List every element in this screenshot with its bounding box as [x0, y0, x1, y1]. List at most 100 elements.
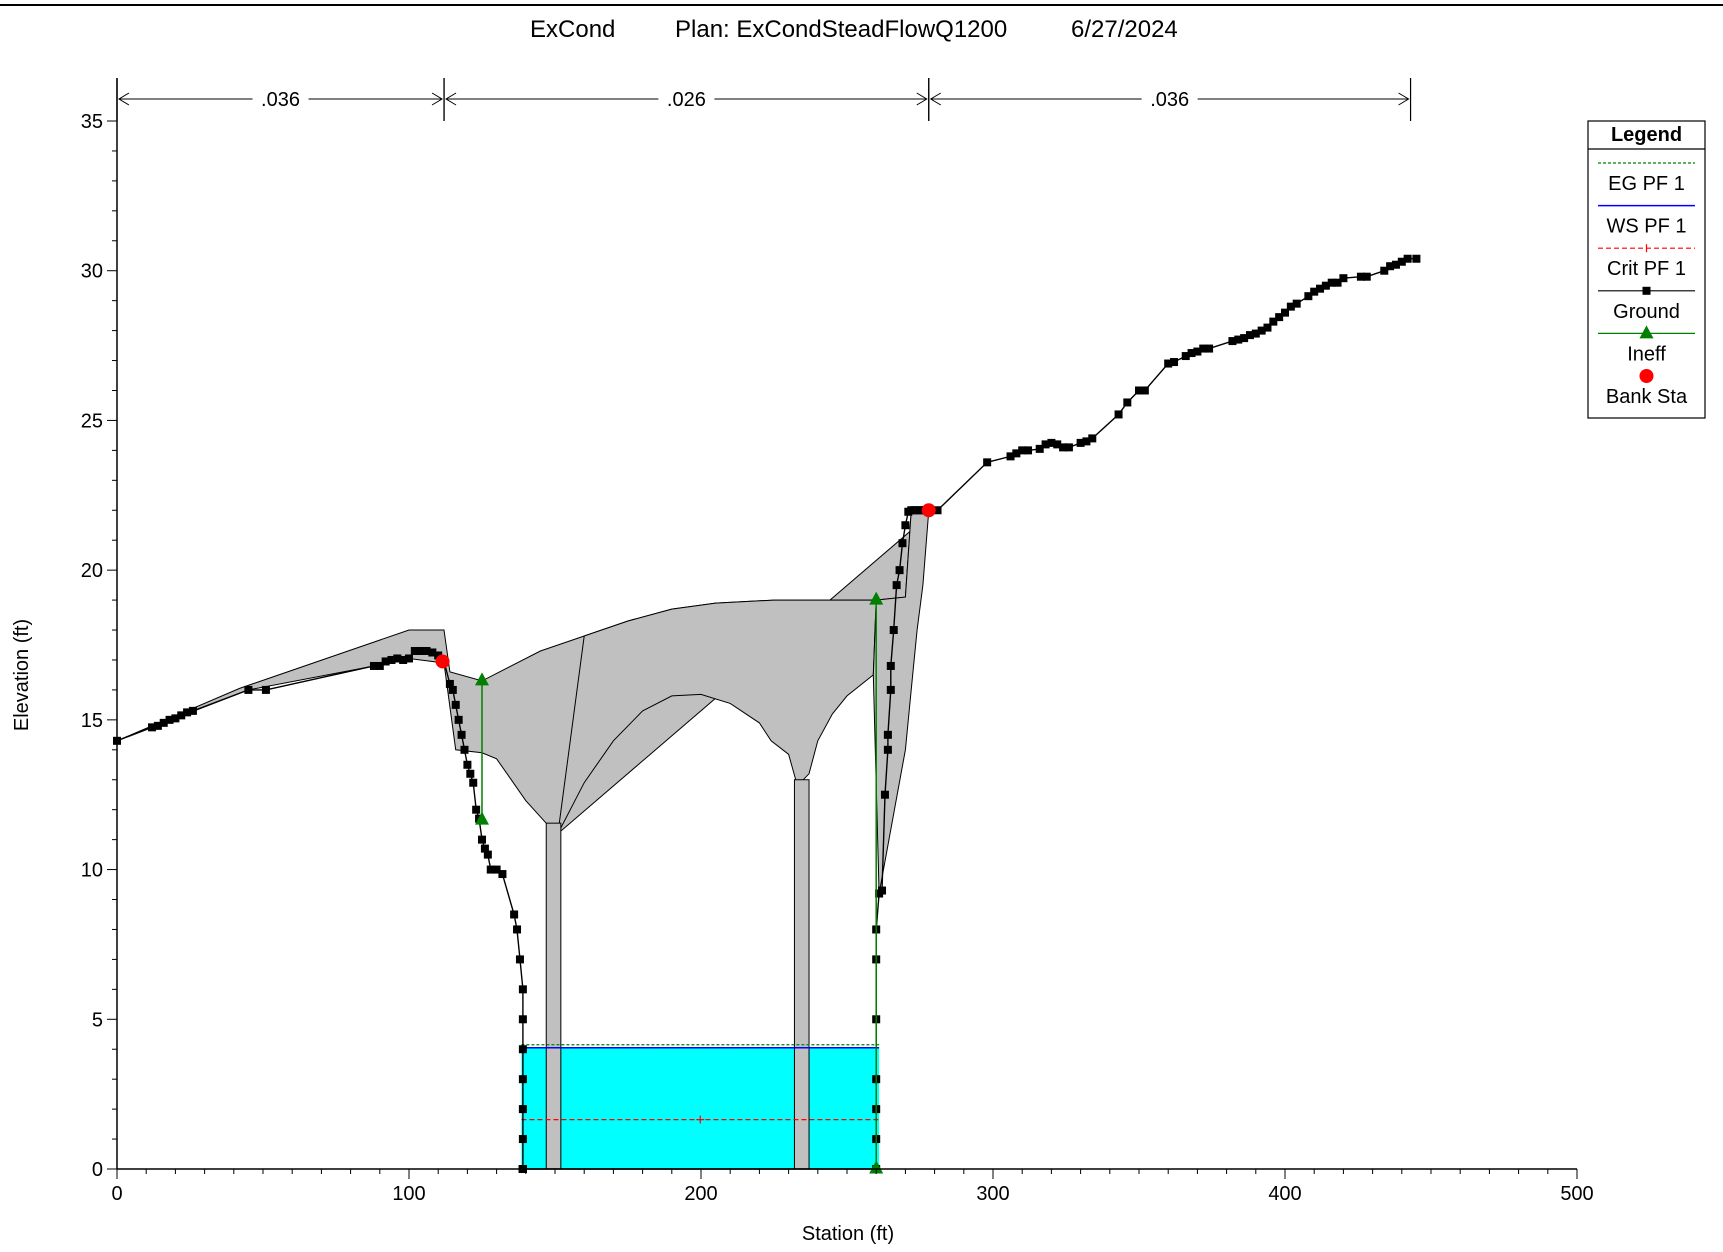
ground-point — [478, 835, 486, 844]
ground-point — [1135, 386, 1143, 395]
ground-point — [1251, 329, 1260, 338]
ground-point — [483, 850, 492, 859]
ground-point — [463, 760, 472, 769]
ground-point — [1024, 446, 1033, 455]
bridge-deck-arch — [557, 599, 877, 834]
ground-point — [1386, 262, 1395, 271]
y-tick-label: 5 — [92, 1009, 103, 1031]
ground-point — [1088, 434, 1097, 443]
ground-point — [416, 646, 425, 655]
ground-point — [171, 714, 180, 723]
mannings-n-label: .036 — [261, 89, 300, 111]
x-tick-label: 100 — [392, 1183, 425, 1205]
mannings-arrowhead — [1398, 92, 1410, 106]
ground-point — [1304, 292, 1313, 301]
bridge-pier — [793, 779, 810, 1170]
ground-point — [434, 651, 443, 660]
legend-title: Legend — [1611, 124, 1682, 146]
ground-point — [1064, 443, 1073, 452]
ground-point — [1228, 337, 1237, 346]
y-tick-label: 25 — [81, 410, 103, 432]
ground-point — [1187, 349, 1196, 358]
ground-point — [428, 648, 437, 657]
ground-point — [448, 685, 457, 694]
ground-point — [1047, 438, 1056, 447]
x-tick-label: 300 — [976, 1183, 1009, 1205]
ground-point — [886, 661, 895, 670]
ground-point — [177, 711, 186, 720]
ground-point — [983, 458, 992, 467]
ground-point — [510, 910, 519, 919]
ground-point — [1205, 344, 1214, 353]
ground-point — [405, 654, 413, 663]
ground-point — [1123, 398, 1132, 407]
ground-point — [1234, 335, 1243, 344]
legend-entry-label: Ground — [1613, 301, 1680, 323]
ground-point — [244, 685, 253, 694]
ground-point — [1281, 308, 1289, 317]
ground-point — [1286, 302, 1295, 311]
ground-point — [183, 708, 192, 717]
ground-point — [1292, 299, 1301, 308]
legend-entry-label: Bank Sta — [1606, 386, 1688, 408]
ground-point — [1193, 347, 1202, 356]
ground-point — [1199, 344, 1208, 353]
ground-point — [1263, 323, 1272, 332]
ground-point — [1035, 444, 1044, 453]
ground-point — [892, 581, 901, 590]
ineff-marker — [475, 672, 489, 686]
ground-point — [1012, 449, 1021, 458]
ground-point — [1018, 446, 1027, 455]
bridge-pier — [545, 822, 562, 1170]
ground-point — [1059, 443, 1068, 452]
ground-point — [399, 655, 408, 664]
mannings-n-label: .026 — [667, 89, 706, 111]
ground-point — [410, 646, 419, 655]
ground-point — [515, 955, 524, 964]
title-date: 6/27/2024 — [1071, 16, 1178, 43]
ground-point — [1053, 440, 1062, 449]
mannings-arrowhead — [445, 92, 457, 106]
ground-point — [1041, 440, 1050, 449]
bank-station-marker — [921, 503, 936, 518]
legend-symbol-ineff — [1639, 325, 1654, 339]
ground-point — [1006, 452, 1015, 461]
ground-point — [165, 715, 174, 724]
ground-point — [518, 1135, 527, 1144]
ineff-marker — [475, 811, 489, 825]
ground-point — [1316, 284, 1325, 293]
ground-point — [1181, 352, 1190, 361]
legend-box — [1587, 120, 1706, 419]
ground-point — [472, 805, 481, 814]
ground-point — [518, 1045, 527, 1054]
ground-point — [375, 661, 384, 670]
ground-point — [1257, 326, 1266, 335]
ground-point — [486, 865, 495, 874]
bank-station-marker — [435, 654, 450, 669]
ground-point — [1170, 358, 1179, 367]
y-tick-label: 30 — [81, 261, 103, 283]
ground-point — [457, 730, 466, 739]
x-tick-label: 200 — [684, 1183, 717, 1205]
legend-symbol-bank — [1639, 369, 1654, 383]
mannings-arrowhead — [929, 92, 942, 106]
ground-point — [498, 870, 507, 879]
ground-point — [159, 718, 168, 727]
y-tick-label: 35 — [81, 111, 103, 133]
ground-point — [1082, 437, 1091, 446]
plot-area: 0 100 200 300 400 500 0 5 10 15 20 25 30 35 .036 .026 .0… — [81, 78, 1594, 1205]
ground-point — [445, 679, 454, 688]
ineff-marker — [869, 591, 884, 605]
y-axis-label: Elevation (ft) — [11, 619, 33, 731]
mannings-n-label: .036 — [1150, 89, 1189, 111]
ground-point — [1275, 313, 1284, 322]
mannings-arrowhead — [118, 92, 130, 106]
ground-point — [1380, 266, 1389, 275]
legend-symbol-ground — [1642, 286, 1651, 295]
ground-point — [878, 886, 887, 895]
ground-point — [518, 1015, 527, 1024]
mannings-arrowhead — [916, 92, 928, 106]
y-tick-label: 15 — [81, 710, 103, 732]
title-project: ExCond — [530, 16, 615, 43]
ground-point — [153, 721, 162, 730]
